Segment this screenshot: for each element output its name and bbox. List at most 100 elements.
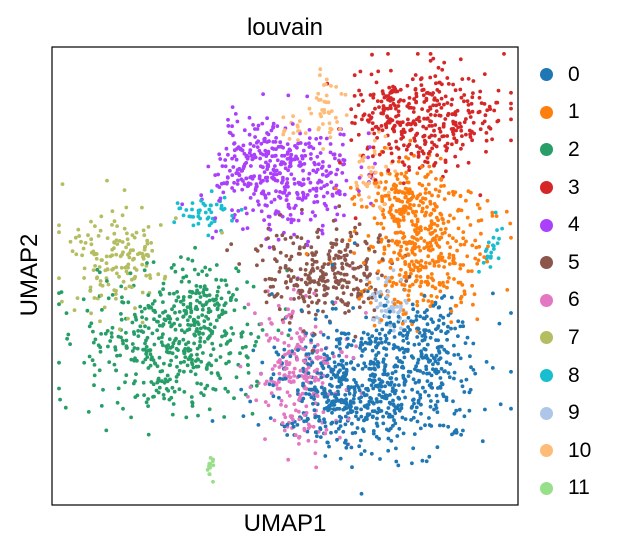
scatter-point-cluster-5 — [278, 266, 283, 270]
scatter-point-cluster-0 — [445, 329, 450, 334]
scatter-point-cluster-0 — [435, 445, 440, 450]
scatter-point-cluster-2 — [234, 266, 239, 271]
scatter-point-cluster-2 — [206, 306, 211, 311]
scatter-point-cluster-2 — [195, 352, 199, 357]
scatter-point-cluster-3 — [482, 72, 487, 76]
scatter-point-cluster-2 — [132, 346, 137, 350]
scatter-point-cluster-0 — [239, 387, 244, 392]
scatter-point-cluster-5 — [271, 245, 276, 249]
scatter-point-cluster-1 — [435, 223, 440, 228]
scatter-point-cluster-2 — [208, 322, 213, 327]
scatter-point-cluster-7 — [102, 305, 107, 310]
scatter-point-cluster-4 — [287, 206, 292, 211]
scatter-point-cluster-9 — [395, 304, 399, 309]
scatter-point-cluster-5 — [364, 265, 369, 270]
scatter-point-cluster-9 — [370, 317, 375, 322]
scatter-point-cluster-7 — [112, 231, 117, 236]
scatter-point-cluster-4 — [273, 212, 278, 216]
scatter-point-cluster-1 — [429, 232, 433, 236]
scatter-point-cluster-2 — [91, 329, 95, 334]
scatter-point-cluster-2 — [215, 307, 220, 312]
scatter-point-cluster-4 — [305, 243, 310, 248]
scatter-point-cluster-2 — [244, 354, 249, 358]
scatter-point-cluster-0 — [433, 369, 437, 374]
scatter-point-cluster-0 — [406, 341, 411, 345]
scatter-point-cluster-5 — [323, 285, 328, 289]
scatter-point-cluster-0 — [313, 415, 318, 420]
scatter-point-cluster-4 — [252, 152, 257, 157]
scatter-point-cluster-2 — [155, 364, 160, 369]
scatter-point-cluster-0 — [350, 431, 355, 436]
scatter-point-cluster-0 — [318, 426, 322, 430]
scatter-point-cluster-7 — [114, 238, 119, 243]
scatter-point-cluster-1 — [399, 244, 404, 249]
scatter-point-cluster-2 — [204, 273, 209, 277]
scatter-point-cluster-1 — [401, 218, 406, 222]
scatter-point-cluster-1 — [390, 187, 394, 192]
scatter-point-cluster-1 — [434, 204, 439, 209]
scatter-point-cluster-0 — [345, 442, 350, 447]
scatter-point-cluster-2 — [126, 300, 131, 305]
scatter-point-cluster-0 — [406, 369, 411, 374]
scatter-point-cluster-6 — [291, 379, 296, 384]
scatter-point-cluster-2 — [227, 359, 231, 364]
scatter-point-cluster-0 — [370, 334, 375, 338]
scatter-point-cluster-6 — [275, 338, 280, 342]
scatter-point-cluster-2 — [224, 331, 229, 336]
scatter-point-cluster-2 — [190, 404, 195, 408]
legend-swatch — [540, 181, 553, 195]
scatter-point-cluster-4 — [244, 176, 249, 181]
scatter-point-cluster-3 — [390, 159, 395, 164]
scatter-point-cluster-4 — [335, 212, 340, 217]
scatter-point-cluster-3 — [418, 146, 422, 150]
scatter-point-cluster-0 — [288, 328, 292, 332]
scatter-point-cluster-3 — [450, 112, 455, 117]
scatter-point-cluster-3 — [453, 112, 458, 117]
scatter-point-cluster-0 — [421, 371, 426, 375]
scatter-point-cluster-7 — [147, 273, 152, 277]
scatter-point-cluster-2 — [229, 295, 234, 300]
scatter-point-cluster-2 — [193, 245, 198, 250]
scatter-point-cluster-7 — [104, 276, 109, 281]
scatter-point-cluster-1 — [379, 221, 384, 226]
scatter-point-cluster-4 — [226, 175, 230, 180]
scatter-point-cluster-2 — [144, 317, 149, 321]
scatter-point-cluster-4 — [226, 117, 230, 122]
scatter-point-cluster-1 — [404, 170, 409, 175]
scatter-point-cluster-1 — [401, 215, 406, 219]
scatter-point-cluster-5 — [287, 267, 291, 271]
scatter-point-cluster-3 — [483, 113, 488, 118]
scatter-point-cluster-0 — [418, 426, 423, 431]
scatter-point-cluster-7 — [81, 246, 86, 251]
scatter-point-cluster-2 — [143, 341, 147, 346]
scatter-point-cluster-3 — [443, 117, 448, 121]
scatter-point-cluster-5 — [343, 258, 348, 262]
scatter-point-cluster-1 — [387, 172, 392, 176]
scatter-point-cluster-2 — [175, 290, 180, 294]
scatter-point-cluster-1 — [428, 224, 432, 229]
scatter-point-cluster-4 — [265, 167, 270, 172]
scatter-point-cluster-3 — [393, 103, 397, 108]
scatter-point-cluster-0 — [353, 390, 357, 395]
scatter-point-cluster-2 — [139, 309, 144, 314]
scatter-point-cluster-2 — [149, 380, 154, 384]
scatter-point-cluster-1 — [427, 245, 431, 249]
scatter-point-cluster-0 — [462, 414, 467, 419]
scatter-point-cluster-2 — [189, 309, 194, 313]
scatter-point-cluster-3 — [394, 145, 399, 150]
scatter-point-cluster-0 — [328, 407, 332, 411]
scatter-point-cluster-9 — [404, 300, 409, 305]
scatter-point-cluster-1 — [410, 282, 415, 287]
scatter-point-cluster-4 — [261, 178, 265, 183]
scatter-point-cluster-5 — [317, 277, 322, 282]
scatter-point-cluster-4 — [230, 156, 235, 161]
scatter-point-cluster-5 — [344, 272, 349, 277]
scatter-point-cluster-1 — [409, 241, 413, 246]
scatter-point-cluster-3 — [432, 96, 437, 100]
scatter-point-cluster-2 — [120, 338, 125, 343]
scatter-point-cluster-6 — [246, 302, 251, 307]
scatter-point-cluster-5 — [300, 207, 304, 212]
scatter-point-cluster-3 — [371, 92, 376, 97]
legend: 0 1 2 3 4 5 6 7 8 9 10 11 — [540, 56, 591, 507]
scatter-point-cluster-0 — [411, 307, 416, 312]
